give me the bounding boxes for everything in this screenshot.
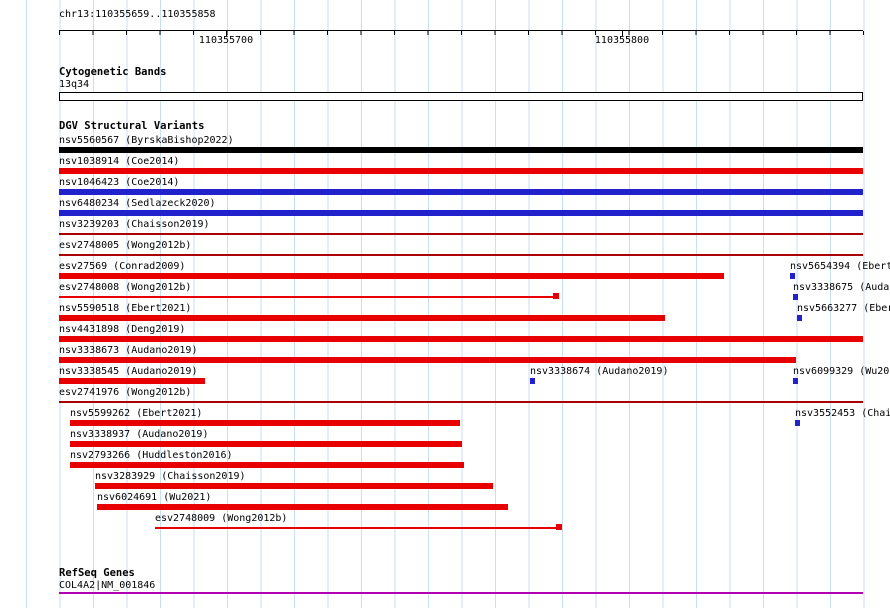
variant-label[interactable]: esv2748009 (Wong2012b) xyxy=(155,513,288,524)
variant-label[interactable]: nsv5560567 (ByrskaBishop2022) xyxy=(59,135,234,146)
variant-label[interactable]: nsv1038914 (Coe2014) xyxy=(59,156,180,167)
variant-bar[interactable] xyxy=(59,336,863,342)
variant-label[interactable]: esv2748008 (Wong2012b) xyxy=(59,282,192,293)
variant-endpoint-marker[interactable] xyxy=(553,293,559,299)
variant-span-line[interactable] xyxy=(59,296,553,298)
gene-glyph[interactable] xyxy=(59,592,863,594)
variant-bar[interactable] xyxy=(59,189,863,195)
band-name: 13q34 xyxy=(59,79,90,90)
variant-span-line[interactable] xyxy=(155,527,556,529)
ruler-tick-label: 110355800 xyxy=(594,35,650,46)
variant-bar[interactable] xyxy=(70,441,462,447)
annotation-marker[interactable] xyxy=(795,420,800,426)
region-coordinates: chr13:110355659..110355858 xyxy=(59,9,216,20)
cytoband-bar[interactable] xyxy=(59,92,863,101)
variant-bar[interactable] xyxy=(95,483,493,489)
variant-span-line[interactable] xyxy=(59,401,863,403)
refseq-header: RefSeq Genes xyxy=(59,567,135,579)
variant-label[interactable]: nsv6024691 (Wu2021) xyxy=(97,492,212,503)
variant-bar[interactable] xyxy=(70,462,464,468)
variant-bar[interactable] xyxy=(59,147,863,153)
annotation-label[interactable]: nsv3552453 (Chai xyxy=(795,408,890,419)
annotation-marker[interactable] xyxy=(790,273,795,279)
variant-label[interactable]: nsv3283929 (Chaisson2019) xyxy=(95,471,246,482)
gene-name: COL4A2|NM_001846 xyxy=(59,580,156,591)
variant-label[interactable]: nsv3338937 (Audano2019) xyxy=(70,429,209,440)
annotation-label[interactable]: nsv5663277 (Eber xyxy=(797,303,890,314)
variant-label[interactable]: nsv3239203 (Chaisson2019) xyxy=(59,219,210,230)
variant-endpoint-marker[interactable] xyxy=(556,524,562,530)
variant-bar[interactable] xyxy=(59,273,724,279)
variant-label[interactable]: nsv3338545 (Audano2019) xyxy=(59,366,198,377)
variant-bar[interactable] xyxy=(59,315,665,321)
variant-bar[interactable] xyxy=(59,168,863,174)
variant-bar[interactable] xyxy=(59,357,796,363)
annotation-label[interactable]: nsv5654394 (Ebert xyxy=(790,261,890,272)
ruler-major-tick xyxy=(622,31,623,36)
annotation-marker[interactable] xyxy=(793,378,798,384)
variant-label[interactable]: esv27569 (Conrad2009) xyxy=(59,261,186,272)
variant-bar[interactable] xyxy=(70,420,460,426)
variant-span-line[interactable] xyxy=(59,254,863,256)
annotation-marker[interactable] xyxy=(793,294,798,300)
variant-span-line[interactable] xyxy=(59,233,863,235)
variant-label[interactable]: nsv3338673 (Audano2019) xyxy=(59,345,198,356)
variant-label[interactable]: esv2741976 (Wong2012b) xyxy=(59,387,192,398)
annotation-label[interactable]: nsv6099329 (Wu20 xyxy=(793,366,890,377)
cytogenetic-bands-header: Cytogenetic Bands xyxy=(59,66,167,78)
annotation-marker[interactable] xyxy=(797,315,802,321)
variant-label[interactable]: nsv5590518 (Ebert2021) xyxy=(59,303,192,314)
ruler-minor-ticks xyxy=(59,31,864,35)
variant-bar[interactable] xyxy=(97,504,508,510)
variant-label[interactable]: nsv6480234 (Sedlazeck2020) xyxy=(59,198,216,209)
variant-label[interactable]: nsv4431898 (Deng2019) xyxy=(59,324,186,335)
annotation-marker[interactable] xyxy=(530,378,535,384)
dgv-header: DGV Structural Variants xyxy=(59,120,205,132)
variant-bar[interactable] xyxy=(59,210,863,216)
annotation-label[interactable]: nsv3338674 (Audano2019) xyxy=(530,366,669,377)
variant-bar[interactable] xyxy=(59,378,205,384)
ruler-major-tick xyxy=(226,31,227,36)
ruler-axis xyxy=(59,30,863,31)
ruler-tick-label: 110355700 xyxy=(198,35,254,46)
variant-label[interactable]: nsv1046423 (Coe2014) xyxy=(59,177,180,188)
variant-label[interactable]: nsv5599262 (Ebert2021) xyxy=(70,408,203,419)
variant-label[interactable]: esv2748005 (Wong2012b) xyxy=(59,240,192,251)
annotation-label[interactable]: nsv3338675 (Auda xyxy=(793,282,890,293)
variant-label[interactable]: nsv2793266 (Huddleston2016) xyxy=(70,450,233,461)
